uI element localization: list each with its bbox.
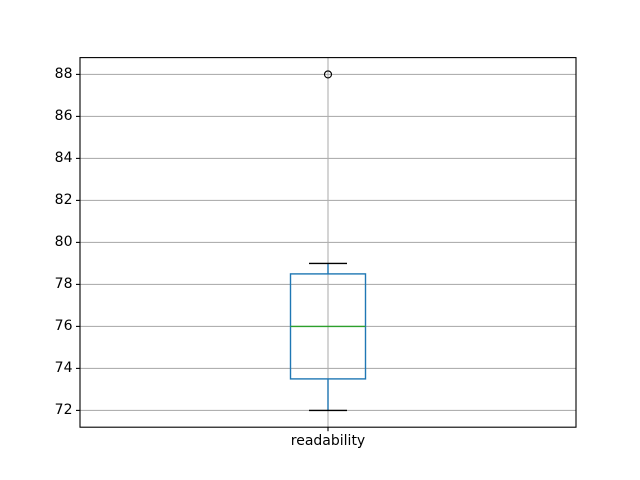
x-tick-label: readability: [290, 433, 366, 449]
y-tick-label: 80: [54, 234, 73, 251]
outlier-marker: [323, 70, 333, 79]
axes-spines: [79, 57, 577, 428]
y-tick-label: 74: [54, 360, 73, 377]
y-tick-label: 76: [54, 318, 73, 335]
y-tick-label: 78: [54, 276, 73, 293]
y-tick-label: 72: [54, 402, 73, 419]
y-tick-label: 82: [54, 192, 73, 209]
y-tick-label: 86: [54, 108, 73, 125]
y-tick-label: 84: [54, 150, 73, 167]
y-tick-label: 88: [54, 66, 73, 83]
